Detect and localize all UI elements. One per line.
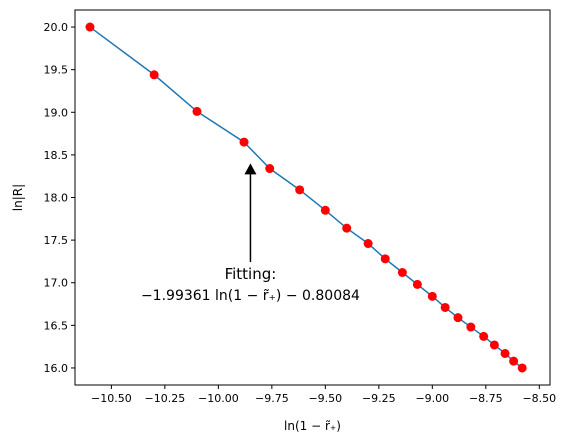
plot-area: −10.50 −10.25 −10.00 −9.75 −9.50 −9.25 −9.00 −8…: [44, 9, 556, 405]
data-point: [380, 254, 390, 264]
data-point: [149, 70, 159, 80]
y-tick-label: 19.0: [44, 106, 69, 119]
y-tick-label: 16.5: [44, 319, 69, 332]
y-axis-label: ln|R|: [11, 184, 25, 211]
y-tick-label: 18.0: [44, 192, 69, 205]
data-point: [453, 313, 463, 323]
data-point: [85, 22, 95, 32]
annotation-formula: −1.99361 ln(1 − r̃₊) − 0.80084: [141, 288, 360, 304]
y-tick-label: 17.5: [44, 234, 69, 247]
data-point: [517, 363, 527, 373]
data-point: [509, 356, 519, 366]
y-tick-label: 19.5: [44, 64, 69, 77]
data-point: [489, 340, 499, 350]
data-point: [342, 223, 352, 233]
y-tick-label: 16.0: [44, 362, 69, 375]
x-tick-label: −10.25: [145, 392, 186, 405]
y-tick-label: 20.0: [44, 21, 69, 34]
x-tick-label: −8.75: [469, 392, 503, 405]
data-point: [440, 302, 450, 312]
data-point: [265, 164, 275, 174]
x-axis-label: ln(1 − r̃₊): [284, 419, 341, 433]
x-tick-label: −8.50: [522, 392, 556, 405]
data-point: [412, 279, 422, 289]
data-point: [397, 268, 407, 277]
x-tick-label: −10.50: [91, 392, 132, 405]
data-points: [85, 22, 527, 373]
data-point: [295, 185, 305, 195]
annotation-title: Fitting:: [225, 265, 277, 283]
axes-frame: [74, 9, 551, 386]
x-tick-label: −10.00: [198, 392, 239, 405]
annotation-arrow-head: [244, 163, 257, 175]
x-tick-label: −9.00: [415, 392, 449, 405]
data-point: [239, 137, 249, 147]
y-tick-label: 17.0: [44, 277, 69, 290]
y-tick-label: 18.5: [44, 149, 69, 162]
data-point: [363, 239, 373, 249]
y-axis-ticks: 16.0 16.5 17.0 17.5 18.0 18.5 19.0 19.5 20.0: [44, 21, 75, 375]
data-point: [320, 205, 330, 215]
data-point: [479, 331, 489, 341]
data-point: [427, 291, 437, 301]
x-tick-label: −9.50: [308, 392, 342, 405]
x-tick-label: −9.75: [255, 392, 289, 405]
data-point: [466, 322, 476, 332]
x-tick-label: −9.25: [362, 392, 396, 405]
data-point: [500, 348, 510, 358]
x-axis-ticks: −10.50 −10.25 −10.00 −9.75 −9.50 −9.25 −9.00 −8…: [91, 385, 556, 405]
data-point: [192, 106, 202, 116]
